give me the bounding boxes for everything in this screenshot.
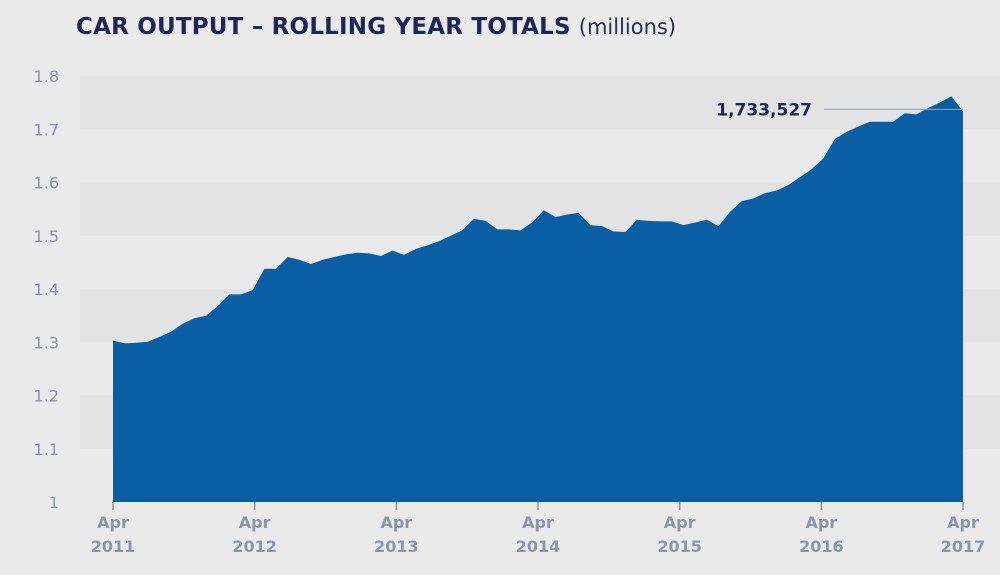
x-tick-year: 2016: [799, 537, 844, 556]
y-tick-label: 1.3: [34, 333, 59, 352]
y-tick-label: 1.1: [34, 440, 59, 459]
x-tick-year: 2017: [941, 537, 986, 556]
plot-band: [80, 76, 1000, 130]
x-tick-labels: Apr 2011 Apr 2012 Apr 2013 Apr 2014 Apr 2015 Apr 20…: [91, 513, 986, 556]
series-area: [113, 96, 963, 503]
chart-title-text: CAR OUTPUT – ROLLING YEAR TOTALS: [76, 14, 571, 40]
y-tick-label: 1.4: [34, 280, 59, 299]
y-tick-labels: 1 1.1 1.2 1.3 1.4 1.5 1.6 1.7 1.8: [34, 67, 59, 512]
x-tick-month: Apr: [947, 513, 979, 532]
y-tick-label: 1.5: [34, 227, 59, 246]
x-tick-year: 2012: [232, 537, 277, 556]
x-tick-month: Apr: [664, 513, 696, 532]
callout-label: 1,733,527: [716, 100, 812, 120]
value-callout: 1,733,527: [716, 100, 963, 120]
y-tick-label: 1.6: [34, 174, 59, 193]
y-tick-label: 1.2: [34, 387, 59, 406]
y-tick-label: 1.7: [34, 120, 59, 139]
y-tick-label: 1: [49, 493, 59, 512]
x-tick-year: 2015: [657, 537, 702, 556]
x-tick-month: Apr: [805, 513, 837, 532]
x-tick-year: 2014: [516, 537, 561, 556]
x-tick-year: 2013: [374, 537, 419, 556]
y-tick-label: 1.8: [34, 67, 59, 86]
chart-title: CAR OUTPUT – ROLLING YEAR TOTALS (million…: [76, 14, 676, 40]
x-ticks: [112, 502, 964, 510]
x-tick-month: Apr: [522, 513, 554, 532]
x-tick-month: Apr: [239, 513, 271, 532]
x-tick-month: Apr: [97, 513, 129, 532]
chart-unit-label: (millions): [578, 15, 677, 39]
x-tick-year: 2011: [91, 537, 136, 556]
series-area-group: [113, 96, 963, 503]
x-tick-month: Apr: [380, 513, 412, 532]
